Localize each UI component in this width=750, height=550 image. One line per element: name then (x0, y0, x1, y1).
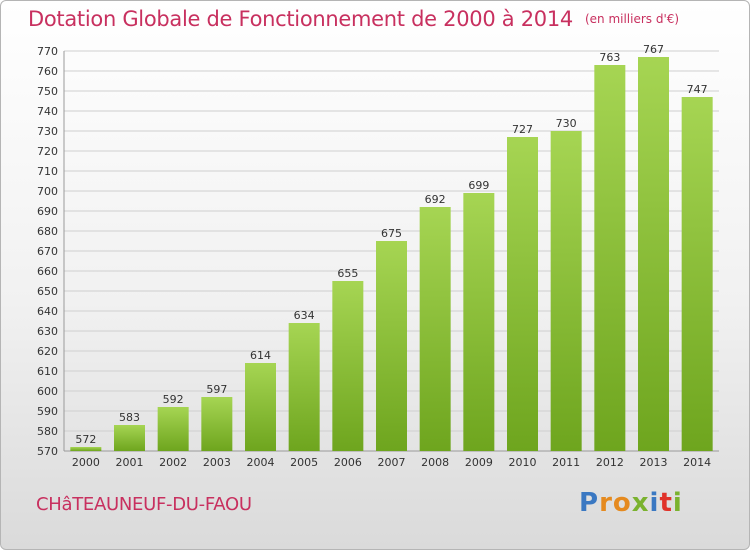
y-tick-label: 730 (37, 125, 58, 138)
y-tick-label: 680 (37, 225, 58, 238)
y-tick-label: 770 (37, 45, 58, 58)
data-label-2004: 614 (250, 349, 271, 362)
y-tick-label: 610 (37, 365, 58, 378)
bar-2005 (288, 323, 320, 451)
y-tick-label: 720 (37, 145, 58, 158)
data-label-2003: 597 (206, 383, 227, 396)
y-tick-label: 710 (37, 165, 58, 178)
y-tick-label: 630 (37, 325, 58, 338)
data-label-2011: 730 (556, 117, 577, 130)
bar-2006 (332, 281, 364, 451)
bar-2007 (376, 241, 407, 451)
y-tick-label: 740 (37, 105, 58, 118)
bar-2011 (550, 131, 582, 451)
logo-letter: i (649, 488, 660, 518)
data-label-2005: 634 (294, 309, 315, 322)
bar-2004 (245, 363, 276, 451)
x-tick-label: 2013 (640, 456, 668, 469)
y-axis: 570 580 590 600 610 620 630 640 650 660 670 680 690 7… (37, 45, 719, 458)
y-tick-label: 690 (37, 205, 58, 218)
data-labels: 572 583 592 597 614 634 655 675 692 699 727 730 763 7… (75, 43, 707, 446)
chart-unit: (en milliers d'€) (584, 12, 680, 26)
y-tick-label: 600 (37, 385, 58, 398)
data-label-2008: 692 (425, 193, 446, 206)
data-label-2001: 583 (119, 411, 140, 424)
bar-2010 (507, 137, 538, 451)
x-tick-label: 2003 (203, 456, 231, 469)
bar-2002 (157, 407, 189, 451)
x-tick-label: 2005 (290, 456, 318, 469)
x-tick-label: 2002 (159, 456, 187, 469)
y-tick-label: 660 (37, 265, 58, 278)
x-tick-label: 2011 (552, 456, 580, 469)
y-tick-label: 700 (37, 185, 58, 198)
y-tick-label: 650 (37, 285, 58, 298)
x-tick-label: 2014 (683, 456, 711, 469)
x-tick-label: 2001 (116, 456, 144, 469)
logo-letter: o (612, 488, 632, 518)
data-label-2013: 767 (643, 43, 664, 56)
x-tick-label: 2009 (465, 456, 493, 469)
x-tick-label: 2012 (596, 456, 624, 469)
logo-letter: r (599, 488, 613, 518)
bar-2009 (463, 193, 495, 451)
logo-letter: x (631, 488, 650, 518)
x-tick-label: 2010 (509, 456, 537, 469)
chart-title: Dotation Globale de Fonctionnement de 20… (28, 7, 573, 31)
logo-letter: t (659, 488, 673, 518)
bar-2013 (638, 57, 669, 451)
x-tick-label: 2007 (378, 456, 406, 469)
y-tick-label: 590 (37, 405, 58, 418)
x-tick-label: 2004 (247, 456, 275, 469)
y-tick-label: 580 (37, 425, 58, 438)
data-label-2010: 727 (512, 123, 533, 136)
data-label-2012: 763 (599, 51, 620, 64)
bar-2001 (114, 425, 145, 451)
bar-2003 (201, 397, 233, 451)
logo-letter: i (672, 488, 683, 518)
x-axis: 2000 2001 2002 2003 2004 2005 2006 2007 2008 2009… (72, 456, 711, 469)
bar-2000 (70, 447, 102, 451)
data-label-2006: 655 (337, 267, 358, 280)
commune-name: CHâTEAUNEUF-DU-FAOU (36, 494, 252, 515)
proxiti-logo: Proxiti (579, 488, 683, 518)
bar-2014 (681, 97, 713, 451)
x-tick-label: 2000 (72, 456, 100, 469)
y-tick-label: 760 (37, 65, 58, 78)
title-row: Dotation Globale de Fonctionnement de 20… (28, 7, 679, 31)
data-label-2002: 592 (163, 393, 184, 406)
bar-2012 (594, 65, 626, 451)
bars (70, 57, 713, 451)
data-label-2009: 699 (468, 179, 489, 192)
data-label-2014: 747 (687, 83, 708, 96)
data-label-2000: 572 (75, 433, 96, 446)
y-tick-label: 750 (37, 85, 58, 98)
y-tick-label: 570 (37, 445, 58, 458)
y-tick-label: 640 (37, 305, 58, 318)
y-tick-label: 620 (37, 345, 58, 358)
x-tick-label: 2008 (421, 456, 449, 469)
logo-letter: P (579, 488, 600, 518)
y-tick-label: 670 (37, 245, 58, 258)
bar-2008 (419, 207, 451, 451)
x-tick-label: 2006 (334, 456, 362, 469)
data-label-2007: 675 (381, 227, 402, 240)
